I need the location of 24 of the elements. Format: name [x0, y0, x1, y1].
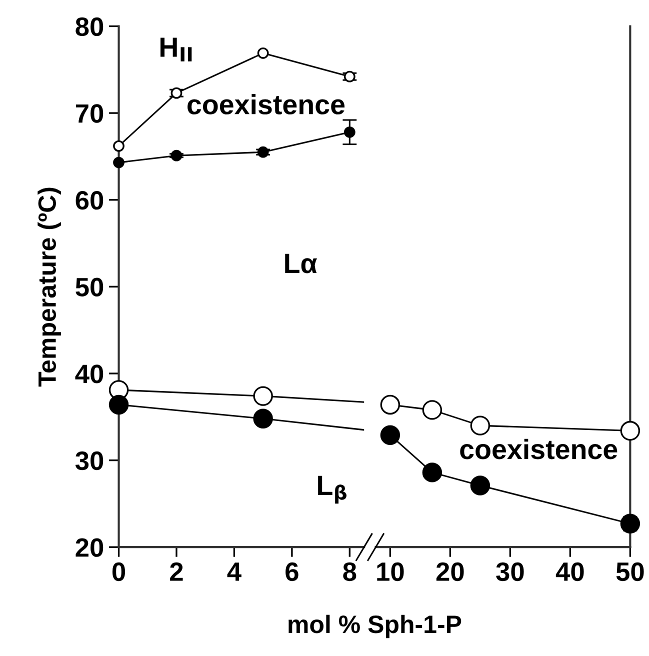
x-tick-label: 40: [556, 562, 584, 582]
annotation: Lα: [285, 254, 318, 274]
y-tick-label: 70: [76, 104, 104, 123]
x-tick-label: 50: [616, 562, 644, 582]
annotation: H$_{II}$: [160, 38, 192, 62]
y-tick-label: 30: [75, 451, 104, 470]
y-tick-label: 20: [76, 538, 104, 557]
x-tick-label: 4: [227, 562, 242, 581]
annotation: L$_{β}$: [318, 476, 347, 504]
annotation: coexistence: [460, 438, 618, 460]
x-tick-label: 2: [170, 562, 183, 581]
x-tick-label: 10: [377, 562, 404, 582]
annotation: coexistence: [188, 94, 345, 114]
y-tick-label: 50: [76, 278, 104, 296]
x-tick-label: 30: [496, 562, 524, 582]
y-tick-label: 80: [76, 17, 104, 36]
x-tick-label: 6: [286, 562, 298, 582]
x-tick-label: 20: [436, 562, 464, 582]
y-tick-label: 40: [75, 364, 104, 384]
y-tick-label: 60: [76, 190, 104, 210]
x-axis-title: mol % Sph-1-P: [288, 614, 462, 638]
y-axis-title: Temperature (ºC): [38, 188, 61, 387]
x-tick-label: 0: [112, 562, 126, 582]
x-tick-label: 8: [343, 562, 356, 582]
